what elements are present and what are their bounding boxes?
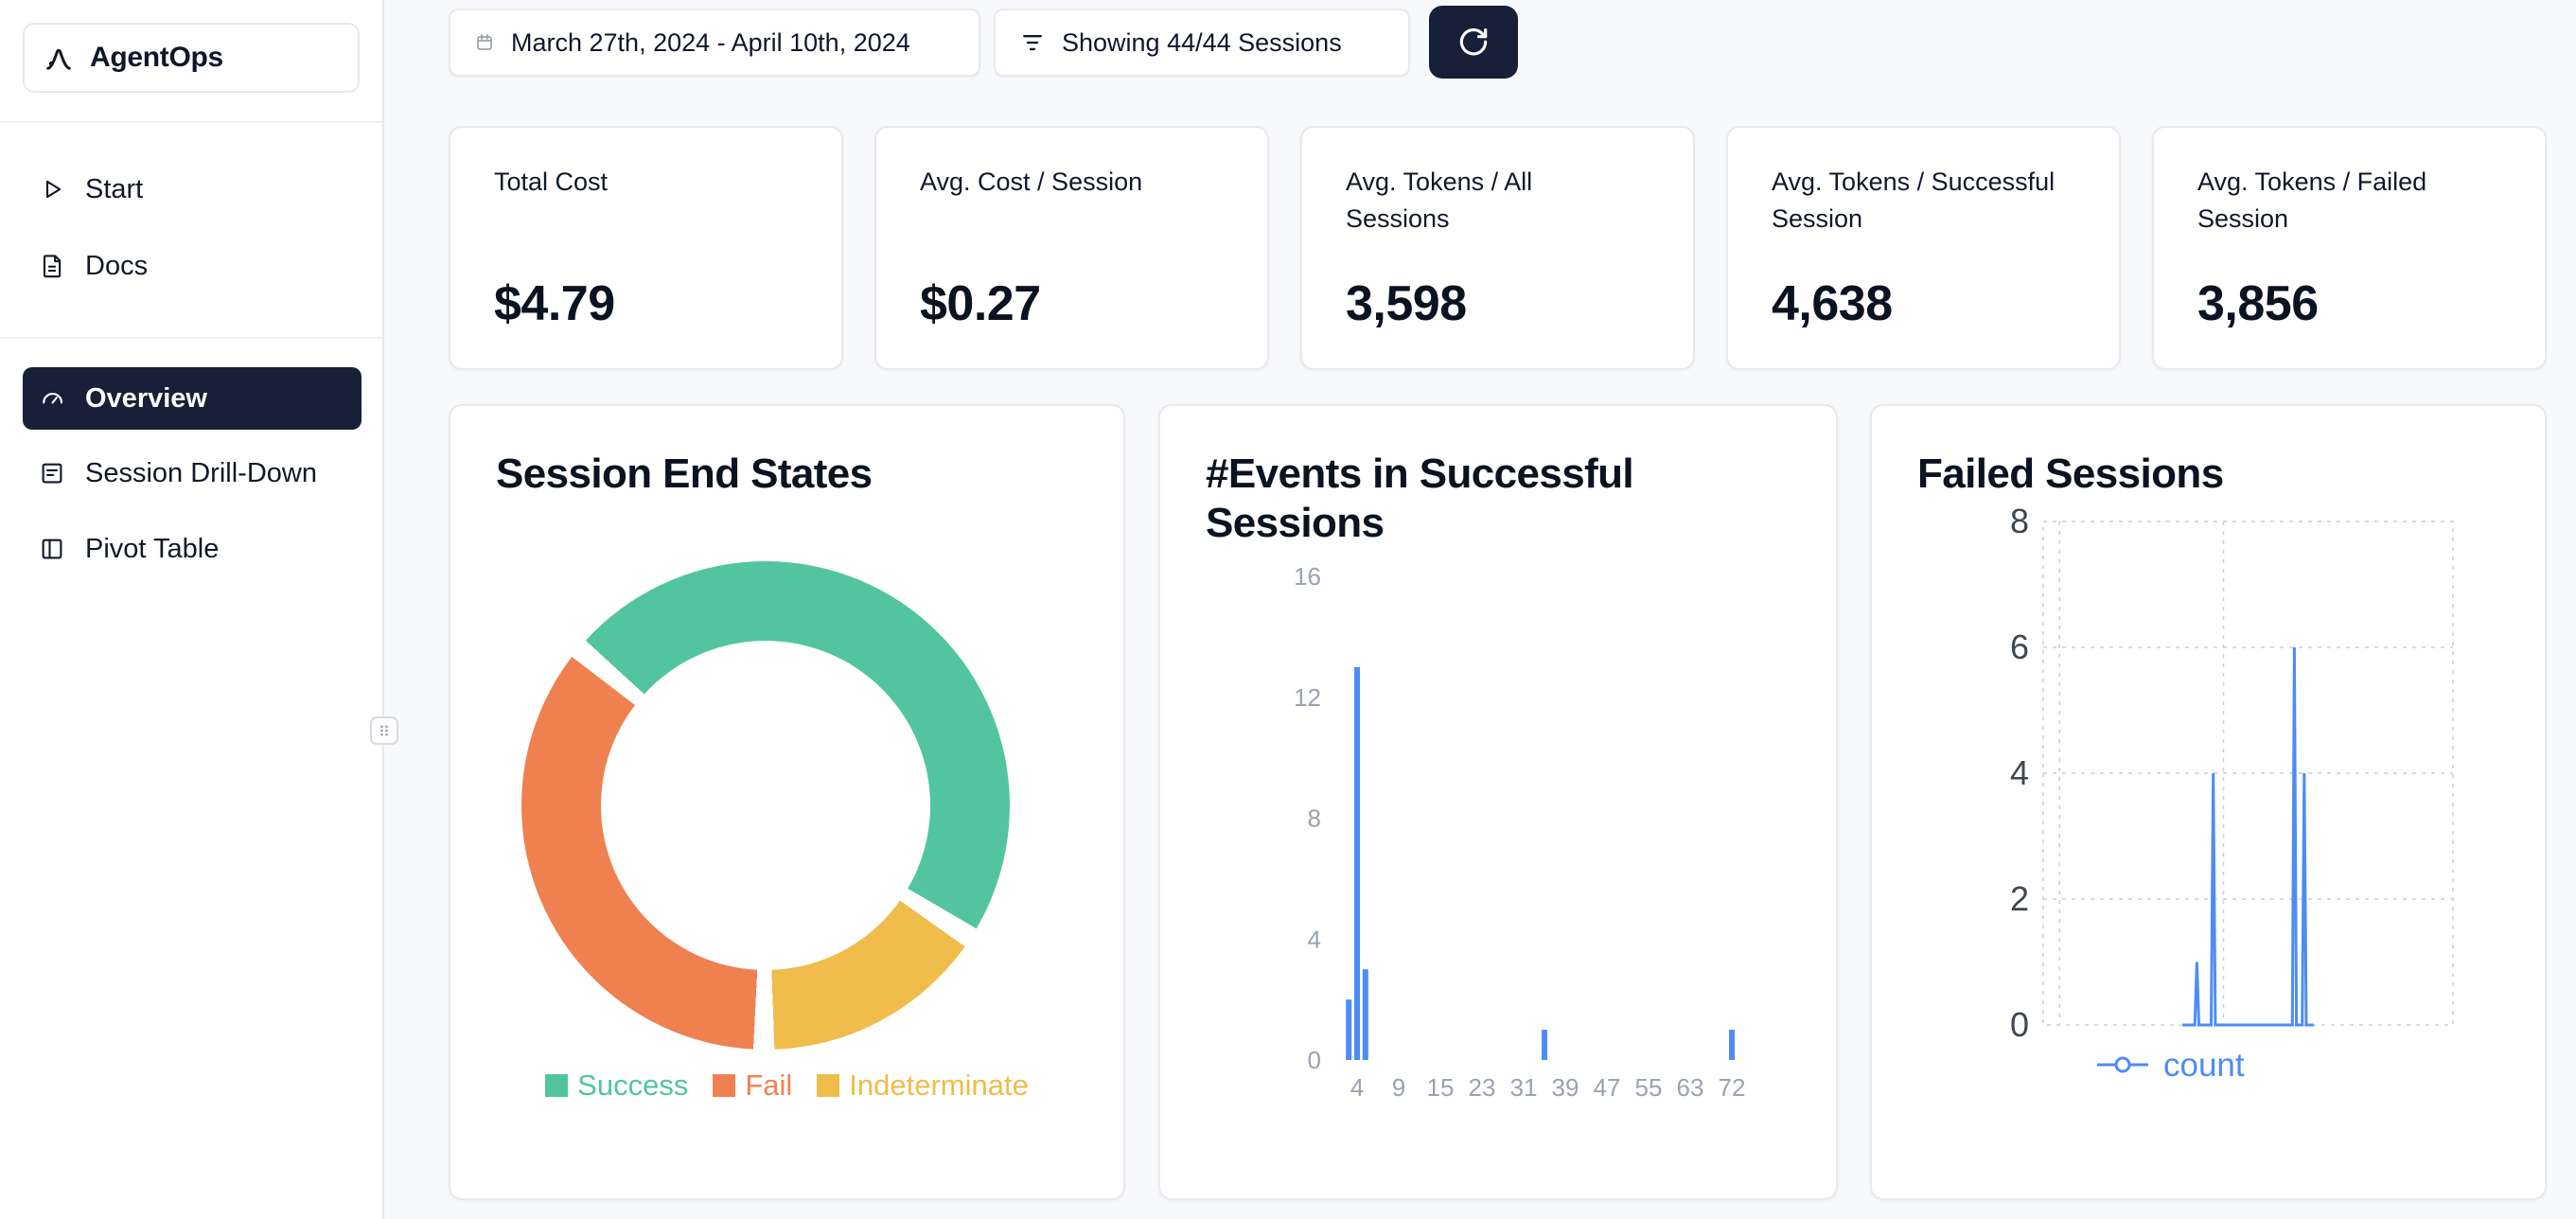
legend-label: Indeterminate bbox=[849, 1069, 1029, 1102]
legend-swatch bbox=[545, 1074, 569, 1097]
sidebar-item-pivot-table[interactable]: Pivot Table bbox=[23, 518, 362, 580]
svg-text:47: 47 bbox=[1594, 1073, 1621, 1102]
stat-card-avg-tokens-successful-session: Avg. Tokens / Successful Session 4,638 bbox=[1726, 126, 2121, 370]
stat-value: $4.79 bbox=[494, 276, 615, 331]
svg-text:15: 15 bbox=[1427, 1073, 1455, 1102]
histogram-bar[interactable] bbox=[1354, 666, 1360, 1060]
session-filter-button[interactable]: Showing 44/44 Sessions bbox=[994, 9, 1410, 77]
svg-text:72: 72 bbox=[1719, 1073, 1746, 1102]
session-end-states-donut[interactable] bbox=[521, 561, 1010, 1050]
stat-title: Avg. Tokens / Failed Session bbox=[2197, 168, 2427, 234]
document-icon bbox=[43, 255, 62, 278]
gauge-icon bbox=[43, 392, 63, 404]
stat-title: Avg. Tokens / All Sessions bbox=[1346, 168, 1533, 234]
histogram-bar[interactable] bbox=[1729, 1030, 1735, 1060]
sidebar-divider-nav bbox=[0, 337, 382, 339]
svg-text:4: 4 bbox=[1308, 925, 1321, 953]
legend-item-fail[interactable]: Fail bbox=[713, 1069, 792, 1103]
stat-title: Avg. Tokens / Successful Session bbox=[1772, 168, 2056, 234]
legend-circle-marker bbox=[2114, 1056, 2131, 1073]
sidebar-item-docs[interactable]: Docs bbox=[23, 235, 362, 297]
calendar-icon bbox=[477, 34, 492, 50]
sidebar-item-start[interactable]: Start bbox=[23, 158, 362, 221]
svg-text:31: 31 bbox=[1510, 1073, 1538, 1102]
svg-text:2: 2 bbox=[2010, 879, 2029, 918]
session-end-states-card: Session End States Success Fail Indetermin… bbox=[449, 404, 1125, 1200]
sidebar-item-label: Session Drill-Down bbox=[85, 457, 317, 488]
chart-title: Session End States bbox=[496, 450, 873, 497]
list-panel-icon bbox=[42, 463, 62, 484]
failed-sessions-card: Failed Sessions 0 2 4 6 8 count bbox=[1870, 404, 2547, 1200]
sidebar-item-overview[interactable]: Overview bbox=[23, 367, 362, 430]
filter-icon bbox=[1023, 34, 1042, 51]
svg-text:8: 8 bbox=[1308, 804, 1321, 833]
refresh-icon bbox=[1459, 27, 1488, 55]
svg-text:8: 8 bbox=[2010, 502, 2029, 540]
logo[interactable]: AgentOps bbox=[23, 23, 360, 93]
svg-text:4: 4 bbox=[1350, 1073, 1364, 1102]
chart-title: Failed Sessions bbox=[1917, 450, 2224, 497]
sidebar-item-label: Pivot Table bbox=[85, 533, 220, 564]
date-range-label: March 27th, 2024 - April 10th, 2024 bbox=[511, 27, 910, 57]
sidebar-item-label: Docs bbox=[85, 250, 149, 281]
stat-value: 3,856 bbox=[2197, 276, 2319, 331]
stat-card-avg-cost-per-session: Avg. Cost / Session $0.27 bbox=[874, 126, 1269, 370]
legend-swatch bbox=[713, 1074, 736, 1097]
stat-card-avg-tokens-all-sessions: Avg. Tokens / All Sessions 3,598 bbox=[1300, 126, 1695, 370]
drag-dots-icon bbox=[380, 725, 388, 736]
svg-text:0: 0 bbox=[2010, 1005, 2029, 1044]
histogram-bar[interactable] bbox=[1346, 999, 1352, 1060]
stat-value: 3,598 bbox=[1346, 276, 1467, 331]
events-histogram-card: #Events in Successful Sessions 0 4 8 12 16 4 9… bbox=[1158, 404, 1838, 1200]
legend-item-success[interactable]: Success bbox=[545, 1069, 688, 1103]
app-title: AgentOps bbox=[90, 42, 223, 73]
refresh-button[interactable] bbox=[1429, 6, 1518, 79]
svg-text:0: 0 bbox=[1308, 1046, 1321, 1074]
legend-item-indeterminate[interactable]: Indeterminate bbox=[817, 1069, 1029, 1103]
legend-label: Success bbox=[577, 1069, 689, 1102]
svg-text:55: 55 bbox=[1635, 1073, 1663, 1102]
svg-text:12: 12 bbox=[1294, 683, 1321, 712]
legend-count[interactable]: count bbox=[2163, 1047, 2245, 1084]
sidebar-item-label: Start bbox=[85, 173, 144, 204]
legend-swatch bbox=[817, 1074, 840, 1097]
svg-text:23: 23 bbox=[1469, 1073, 1496, 1102]
date-range-button[interactable]: March 27th, 2024 - April 10th, 2024 bbox=[449, 9, 980, 77]
svg-text:16: 16 bbox=[1294, 562, 1321, 591]
stat-title: Avg. Cost / Session bbox=[920, 168, 1143, 196]
agentops-logo-icon bbox=[46, 48, 71, 70]
stat-card-total-cost: Total Cost $4.79 bbox=[449, 126, 843, 370]
legend-label: Fail bbox=[745, 1069, 793, 1102]
chart-title: #Events in Successful Sessions bbox=[1206, 450, 1634, 546]
histogram-bar[interactable] bbox=[1542, 1030, 1547, 1060]
donut-legend: Success Fail Indeterminate bbox=[450, 1069, 1123, 1103]
stat-value: $0.27 bbox=[920, 276, 1041, 331]
play-icon bbox=[45, 180, 62, 199]
svg-text:4: 4 bbox=[2010, 753, 2029, 792]
count-series-line[interactable] bbox=[2182, 646, 2314, 1027]
stat-value: 4,638 bbox=[1772, 276, 1893, 331]
svg-text:39: 39 bbox=[1552, 1073, 1579, 1102]
sidebar-resize-handle[interactable] bbox=[370, 716, 398, 745]
stat-title: Total Cost bbox=[494, 168, 609, 196]
svg-text:63: 63 bbox=[1677, 1073, 1704, 1102]
donut-hole bbox=[601, 641, 930, 970]
sidebar-divider-top bbox=[0, 121, 382, 123]
pivot-table-icon bbox=[42, 539, 62, 559]
svg-text:9: 9 bbox=[1392, 1073, 1405, 1102]
stat-card-avg-tokens-failed-session: Avg. Tokens / Failed Session 3,856 bbox=[2152, 126, 2547, 370]
session-filter-label: Showing 44/44 Sessions bbox=[1062, 27, 1342, 57]
failed-sessions-plot[interactable]: 0 2 4 6 8 count bbox=[1872, 463, 2549, 1106]
sidebar-item-label: Overview bbox=[85, 382, 207, 414]
sidebar-item-session-drill-down[interactable]: Session Drill-Down bbox=[23, 442, 362, 504]
histogram-bar[interactable] bbox=[1362, 969, 1368, 1060]
sidebar: AgentOps Start Docs Overview Session D bbox=[0, 0, 398, 1219]
svg-text:6: 6 bbox=[2010, 627, 2029, 666]
